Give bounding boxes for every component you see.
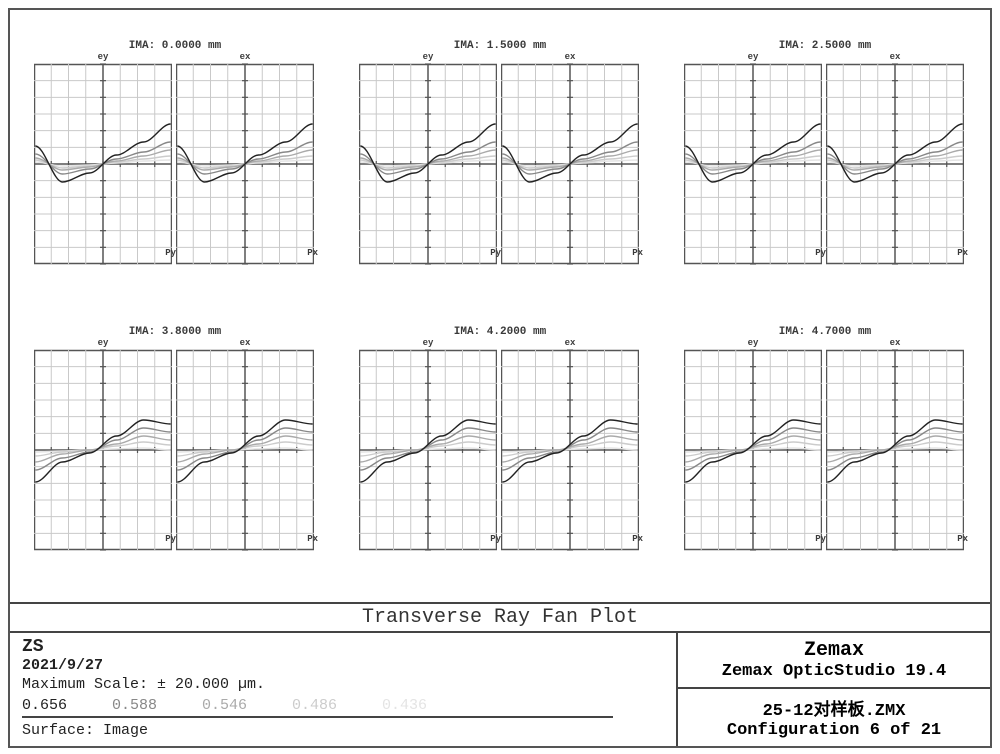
ray-fan-svg [176, 54, 314, 266]
field-title: IMA: 3.8000 mm [34, 326, 316, 338]
ray-fan-svg [826, 54, 964, 266]
wavelength-value: 0.486 [292, 697, 382, 714]
ray-fan-svg [359, 340, 497, 552]
wavelength-value: 0.588 [112, 697, 202, 714]
brand-name: Zemax [682, 639, 986, 662]
divider [22, 716, 613, 718]
pane-pair: eyPyexPx [359, 340, 641, 552]
info-body: ZS 2021/9/27 Maximum Scale: ± 20.000 µm.… [10, 631, 990, 746]
wavelength-value: 0.546 [202, 697, 292, 714]
scale-label: Maximum Scale: ± 20.000 µm. [22, 676, 664, 693]
lens-name: ZS [22, 637, 664, 657]
ray-fan-pane: eyPy [34, 340, 172, 552]
ray-fan-svg [501, 340, 639, 552]
field-group: IMA: 3.8000 mmeyPyexPx [34, 326, 316, 552]
field-group: IMA: 0.0000 mmeyPyexPx [34, 40, 316, 266]
pane-pair: eyPyexPx [34, 54, 316, 266]
axis-label-top: ey [98, 338, 109, 348]
plot-title: Transverse Ray Fan Plot [10, 604, 990, 631]
brand-box: Zemax Zemax OpticStudio 19.4 [678, 633, 990, 689]
plot-rows: IMA: 0.0000 mmeyPyexPxIMA: 1.5000 mmeyPy… [34, 40, 966, 552]
wavelength-value: 0.656 [22, 697, 112, 714]
ray-fan-svg [826, 340, 964, 552]
axis-label-top: ex [240, 52, 251, 62]
axis-label-top: ey [748, 52, 759, 62]
ray-fan-svg [34, 340, 172, 552]
axis-label-right: Py [815, 534, 826, 544]
field-group: IMA: 4.2000 mmeyPyexPx [359, 326, 641, 552]
ray-fan-svg [684, 340, 822, 552]
field-group: IMA: 4.7000 mmeyPyexPx [684, 326, 966, 552]
axis-label-top: ey [423, 338, 434, 348]
plot-area: IMA: 0.0000 mmeyPyexPxIMA: 1.5000 mmeyPy… [10, 10, 990, 616]
ray-fan-svg [684, 54, 822, 266]
main-frame: IMA: 0.0000 mmeyPyexPxIMA: 1.5000 mmeyPy… [8, 8, 992, 748]
ray-fan-pane: exPx [501, 340, 639, 552]
axis-label-top: ey [423, 52, 434, 62]
axis-label-top: ex [565, 52, 576, 62]
axis-label-top: ey [98, 52, 109, 62]
ray-fan-pane: eyPy [359, 340, 497, 552]
ray-fan-svg [359, 54, 497, 266]
ray-fan-pane: exPx [501, 54, 639, 266]
axis-label-top: ex [565, 338, 576, 348]
field-title: IMA: 1.5000 mm [359, 40, 641, 52]
plot-row: IMA: 0.0000 mmeyPyexPxIMA: 1.5000 mmeyPy… [34, 40, 966, 266]
axis-label-right: Px [307, 248, 318, 258]
field-title: IMA: 0.0000 mm [34, 40, 316, 52]
info-left: ZS 2021/9/27 Maximum Scale: ± 20.000 µm.… [10, 633, 678, 746]
axis-label-top: ex [890, 52, 901, 62]
product-name: Zemax OpticStudio 19.4 [682, 662, 986, 681]
ray-fan-pane: eyPy [359, 54, 497, 266]
config-label: Configuration 6 of 21 [682, 721, 986, 740]
info-panel: Transverse Ray Fan Plot ZS 2021/9/27 Max… [10, 602, 990, 746]
axis-label-right: Px [632, 534, 643, 544]
ray-fan-svg [34, 54, 172, 266]
field-title: IMA: 2.5000 mm [684, 40, 966, 52]
ray-fan-pane: exPx [176, 340, 314, 552]
axis-label-right: Py [165, 534, 176, 544]
date: 2021/9/27 [22, 657, 664, 674]
pane-pair: eyPyexPx [359, 54, 641, 266]
pane-pair: eyPyexPx [684, 340, 966, 552]
axis-label-right: Py [490, 248, 501, 258]
filename: 25-12对样板.ZMX [682, 695, 986, 721]
axis-label-right: Py [165, 248, 176, 258]
field-title: IMA: 4.7000 mm [684, 326, 966, 338]
axis-label-top: ex [890, 338, 901, 348]
ray-fan-svg [501, 54, 639, 266]
ray-fan-pane: exPx [176, 54, 314, 266]
axis-label-right: Px [632, 248, 643, 258]
ray-fan-pane: eyPy [34, 54, 172, 266]
ray-fan-pane: exPx [826, 340, 964, 552]
ray-fan-pane: eyPy [684, 340, 822, 552]
axis-label-right: Px [957, 534, 968, 544]
ray-fan-pane: eyPy [684, 54, 822, 266]
info-right: Zemax Zemax OpticStudio 19.4 25-12对样板.ZM… [678, 633, 990, 746]
plot-row: IMA: 3.8000 mmeyPyexPxIMA: 4.2000 mmeyPy… [34, 326, 966, 552]
surface-label: Surface: Image [22, 722, 664, 739]
field-title: IMA: 4.2000 mm [359, 326, 641, 338]
axis-label-right: Px [957, 248, 968, 258]
axis-label-right: Py [815, 248, 826, 258]
axis-label-right: Py [490, 534, 501, 544]
field-group: IMA: 2.5000 mmeyPyexPx [684, 40, 966, 266]
field-group: IMA: 1.5000 mmeyPyexPx [359, 40, 641, 266]
pane-pair: eyPyexPx [34, 340, 316, 552]
file-box: 25-12对样板.ZMX Configuration 6 of 21 [678, 689, 990, 746]
axis-label-top: ey [748, 338, 759, 348]
wavelength-value: 0.436 [382, 697, 472, 714]
wavelength-legend: 0.6560.5880.5460.4860.436 [22, 697, 664, 714]
axis-label-right: Px [307, 534, 318, 544]
pane-pair: eyPyexPx [684, 54, 966, 266]
ray-fan-svg [176, 340, 314, 552]
axis-label-top: ex [240, 338, 251, 348]
ray-fan-pane: exPx [826, 54, 964, 266]
